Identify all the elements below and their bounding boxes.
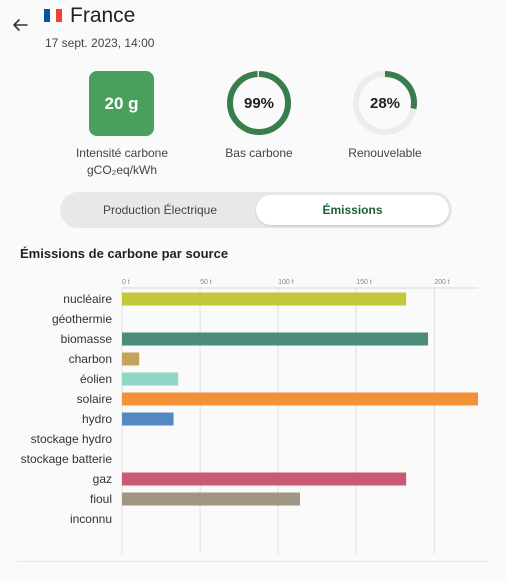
bar[interactable] xyxy=(122,472,407,486)
emissions-bar-chart: 0 t 50 t 100 t 150 t 200 t nucléaire géothermi… xyxy=(21,279,478,554)
view-toggle: Production Électrique Émissions xyxy=(60,192,452,228)
bar[interactable] xyxy=(122,332,429,346)
category-label: géothermie xyxy=(52,312,112,326)
category-label: fioul xyxy=(90,492,112,506)
renewable-value: 28% xyxy=(369,94,401,112)
x-tick-label: 200 t xyxy=(434,279,450,286)
bar[interactable] xyxy=(122,352,140,366)
category-label: stockage hydro xyxy=(31,432,113,446)
carbon-intensity-label: Intensité carbone gCO₂eq/kWh xyxy=(62,145,182,179)
divider xyxy=(17,561,489,562)
renewable-ring xyxy=(353,71,417,135)
x-tick-label: 100 t xyxy=(278,279,294,286)
low-carbon-ring xyxy=(227,71,291,135)
carbon-intensity-unit: gCO₂eq/kWh xyxy=(86,163,157,177)
x-tick-label: 150 t xyxy=(356,279,372,286)
category-label: éolien xyxy=(80,372,112,386)
category-label: inconnu xyxy=(70,512,112,526)
low-carbon-value: 99% xyxy=(243,94,275,112)
section-title: Émissions de carbone par source xyxy=(20,246,229,261)
category-label: stockage batterie xyxy=(21,452,113,466)
carbon-intensity-value: 20 g xyxy=(89,71,154,136)
country-name: France xyxy=(70,4,136,27)
category-label: biomasse xyxy=(61,332,113,346)
bar[interactable] xyxy=(122,392,478,406)
tab-emissions[interactable]: Émissions xyxy=(256,195,449,225)
category-label: solaire xyxy=(77,392,113,406)
category-label: hydro xyxy=(82,412,112,426)
bar[interactable] xyxy=(122,492,300,506)
france-flag-icon xyxy=(44,9,62,22)
x-tick-label: 0 t xyxy=(122,279,130,286)
back-arrow-icon[interactable] xyxy=(9,14,31,36)
category-label: charbon xyxy=(69,352,112,366)
carbon-intensity-label-line1: Intensité carbone xyxy=(75,146,169,160)
bar[interactable] xyxy=(122,412,174,426)
bar[interactable] xyxy=(122,372,179,386)
renewable-label: Renouvelable xyxy=(348,146,422,160)
bar[interactable] xyxy=(122,292,407,306)
tab-production[interactable]: Production Électrique xyxy=(102,203,218,217)
category-label: gaz xyxy=(93,472,112,486)
category-label: nucléaire xyxy=(63,292,112,306)
low-carbon-label: Bas carbone xyxy=(225,146,293,160)
datetime: 17 sept. 2023, 14:00 xyxy=(45,36,155,50)
x-tick-label: 50 t xyxy=(200,279,212,286)
header: France 17 sept. 2023, 14:00 xyxy=(0,0,506,60)
